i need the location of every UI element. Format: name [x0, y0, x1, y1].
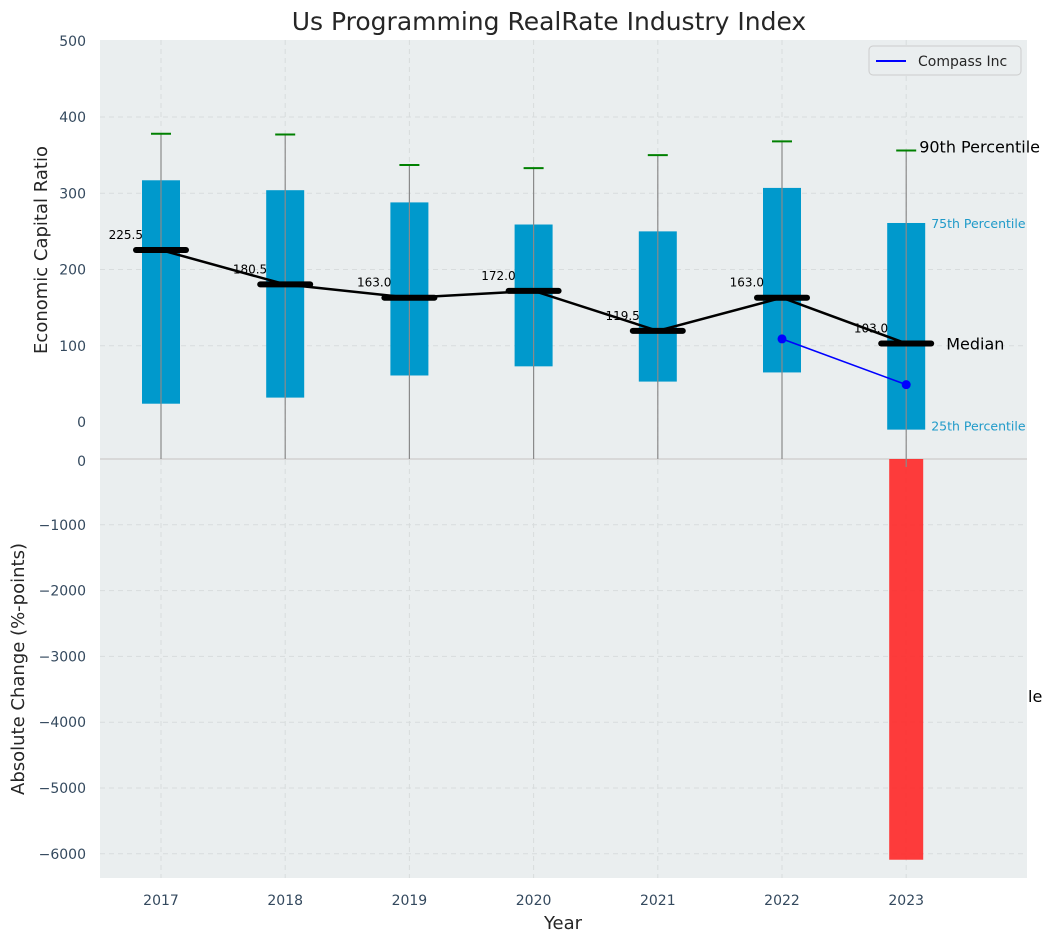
- top-y-tick-label: 200: [59, 263, 86, 279]
- top-y-tick-label: 300: [59, 186, 86, 202]
- chart-title: Us Programming RealRate Industry Index: [292, 7, 806, 36]
- x-tick-label: 2022: [764, 893, 800, 909]
- bottom-plot-area: [100, 460, 1027, 878]
- median-value-label: 172.0: [481, 269, 515, 283]
- x-ticks: 2017 2018 2019 2020 2021 2022 2023: [143, 893, 924, 909]
- bottom-y-axis-label: Absolute Change (%-points): [8, 543, 29, 795]
- clipped-annotation: le: [1028, 687, 1042, 706]
- bottom-y-tick-label: −2000: [39, 584, 86, 600]
- p75-annotation: 75th Percentile: [931, 216, 1026, 231]
- top-y-tick-label: 0: [77, 415, 86, 431]
- bottom-y-tick-label: −4000: [39, 715, 86, 731]
- top-plot-area: [100, 40, 1027, 458]
- bottom-y-tick-label: −5000: [39, 781, 86, 797]
- bottom-y-tick-label: −3000: [39, 649, 86, 665]
- series-layer: [777, 334, 911, 390]
- median-value-label: 180.5: [233, 262, 267, 276]
- p90-annotation: 90th Percentile: [919, 138, 1040, 157]
- change-bar-2023: [889, 459, 924, 860]
- x-tick-label: 2021: [640, 893, 676, 909]
- legend-label-compass: Compass Inc: [918, 54, 1007, 70]
- median-annotation: Median: [946, 334, 1004, 353]
- change-bars: [889, 459, 924, 860]
- bottom-grid: [100, 460, 1027, 878]
- series-line-compass: [781, 338, 907, 386]
- series-point-compass: [901, 380, 911, 390]
- percentile-boxes: [142, 132, 926, 459]
- x-tick-label: 2017: [143, 893, 179, 909]
- legend-box: [868, 45, 1022, 76]
- x-tick-label: 2019: [392, 893, 428, 909]
- x-tick-label: 2023: [888, 893, 924, 909]
- median-layer: 225.5 180.5 163.0 172.0 119.5 163.0 103.0: [109, 228, 935, 347]
- x-axis-label: Year: [543, 913, 583, 934]
- annotations: 90th Percentile 75th Percentile Median 25th…: [919, 138, 1042, 706]
- median-value-label: 103.0: [854, 321, 888, 335]
- bottom-y-ticks: 0 −1000 −2000 −3000 −4000 −5000 −6000: [39, 454, 86, 863]
- p25-annotation: 25th Percentile: [931, 419, 1026, 434]
- top-y-tick-label: 100: [59, 339, 86, 355]
- median-value-label: 119.5: [605, 309, 639, 323]
- legend: Compass Inc: [868, 45, 1022, 76]
- top-y-tick-label: 500: [59, 34, 86, 50]
- bottom-y-tick-label: −6000: [39, 847, 86, 863]
- top-y-ticks: 0 100 200 300 400 500: [59, 34, 86, 431]
- bottom-y-tick-label: −1000: [39, 518, 86, 534]
- x-tick-label: 2018: [267, 893, 303, 909]
- x-tick-label: 2020: [516, 893, 552, 909]
- median-value-label: 163.0: [357, 276, 391, 290]
- bottom-y-tick-label: 0: [77, 454, 86, 470]
- median-value-label: 163.0: [730, 276, 764, 290]
- median-value-label: 225.5: [109, 228, 143, 242]
- top-y-tick-label: 400: [59, 110, 86, 126]
- top-y-axis-label: Economic Capital Ratio: [31, 146, 52, 354]
- series-point-compass: [777, 334, 787, 344]
